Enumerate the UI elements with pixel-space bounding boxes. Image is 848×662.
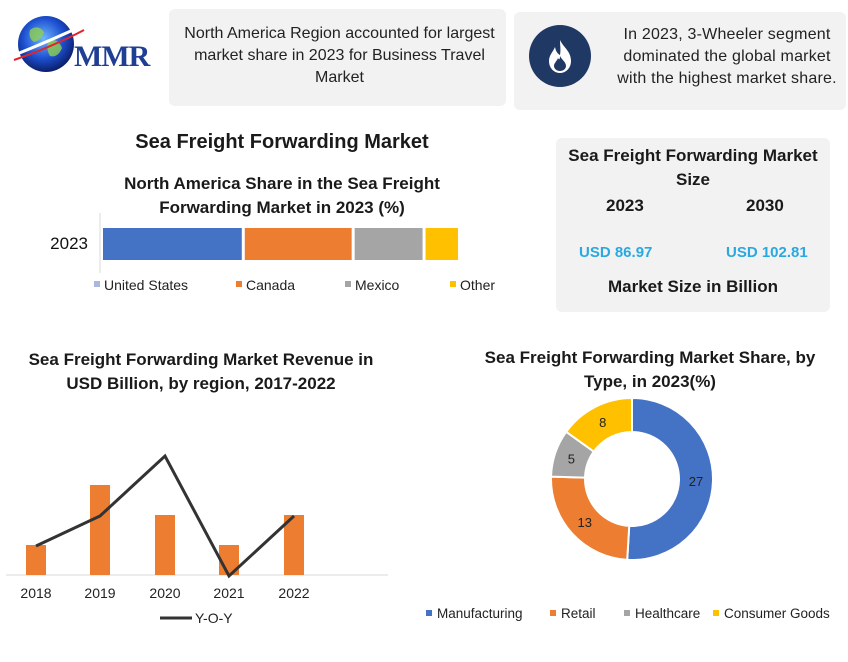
na-share-title: North America Share in the Sea Freight F… [124, 174, 440, 217]
market-size-value-2030: USD 102.81 [726, 244, 808, 261]
na-legend-swatch-united-states [94, 281, 100, 287]
na-category-label: 2023 [50, 234, 88, 253]
na-legend-label-mexico: Mexico [355, 277, 400, 293]
donut-slice-manufacturing [626, 396, 714, 561]
revenue-tick-2021: 2021 [213, 585, 244, 601]
revenue-tick-2022: 2022 [278, 585, 309, 601]
donut-legend-label-consumer-goods: Consumer Goods [724, 606, 830, 621]
market-size-year-2023: 2023 [606, 196, 644, 215]
revenue-chart: 2018 2019 2020 2021 2022 Y-O-Y [6, 453, 388, 626]
na-bar-united-states [103, 228, 242, 260]
share-chart-title: Sea Freight Forwarding Market Share, by … [484, 348, 816, 391]
donut-label-retail: 13 [578, 515, 592, 530]
donut-legend-swatch-healthcare [624, 610, 630, 616]
na-bar-other [425, 228, 458, 260]
market-size-year-2030: 2030 [746, 196, 784, 215]
info-card-region-text: North America Region accounted for large… [184, 25, 495, 86]
yoy-legend-label: Y-O-Y [195, 610, 233, 626]
na-legend-swatch-mexico [345, 281, 351, 287]
revenue-tick-2019: 2019 [84, 585, 115, 601]
market-size-footer: Market Size in Billion [607, 277, 779, 296]
mmr-logo: MMR [8, 10, 158, 80]
info-card-segment-text: In 2023, 3-Wheeler segment dominated the… [617, 26, 837, 87]
revenue-chart-title: Sea Freight Forwarding Market Revenue in… [28, 350, 374, 393]
flame-icon [529, 25, 591, 87]
na-legend-label-canada: Canada [246, 277, 295, 293]
logo-text: MMR [74, 40, 150, 73]
revenue-tick-2018: 2018 [20, 585, 51, 601]
market-size-value-2023: USD 86.97 [579, 244, 653, 261]
revenue-bar-2019 [90, 485, 110, 575]
donut-legend-swatch-consumer-goods [713, 610, 719, 616]
donut-legend-label-manufacturing: Manufacturing [437, 606, 523, 621]
revenue-bar-2020 [155, 515, 175, 575]
revenue-bar-2018 [26, 545, 46, 575]
donut-legend-swatch-manufacturing [426, 610, 432, 616]
na-share-chart: 2023 United States Canada Mexico Other [50, 213, 495, 293]
market-size-title: Sea Freight Forwarding Market Size [568, 146, 818, 189]
donut-slice-consumer-goods [564, 396, 633, 453]
na-bar-mexico [354, 228, 423, 260]
donut-label-consumer-goods: 8 [599, 415, 606, 430]
donut-legend-swatch-retail [550, 610, 556, 616]
globe-icon [11, 16, 87, 72]
main-title: Sea Freight Forwarding Market [135, 131, 429, 153]
market-size-card: Sea Freight Forwarding Market Size 2023 … [556, 138, 830, 312]
na-bar-canada [244, 228, 352, 260]
share-donut-chart: 27 13 5 8 Manufacturing Retail Healthcare Cons… [426, 396, 830, 621]
info-card-segment: In 2023, 3-Wheeler segment dominated the… [514, 12, 846, 110]
na-legend-label-united-states: United States [104, 277, 188, 293]
donut-label-healthcare: 5 [568, 452, 575, 467]
na-legend-label-other: Other [460, 277, 495, 293]
donut-legend-label-healthcare: Healthcare [635, 606, 700, 621]
revenue-tick-2020: 2020 [149, 585, 180, 601]
revenue-bar-2022 [284, 515, 304, 575]
donut-legend-label-retail: Retail [561, 606, 596, 621]
na-legend-swatch-other [450, 281, 456, 287]
na-legend-swatch-canada [236, 281, 242, 287]
yoy-line [35, 453, 296, 579]
donut-label-manufacturing: 27 [689, 474, 703, 489]
info-card-region: North America Region accounted for large… [169, 9, 506, 106]
